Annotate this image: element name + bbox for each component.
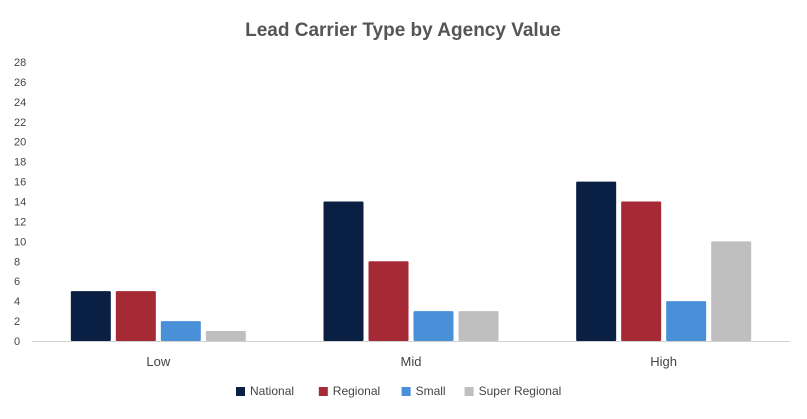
legend-swatch [318,387,328,396]
category-label: Mid [401,354,422,369]
y-tick-label: 28 [14,57,26,69]
bar-super-regional-low [205,331,246,341]
category-labels: Low Mid High [146,354,677,369]
y-tick-label: 12 [14,216,26,228]
y-tick-label: 10 [14,236,26,248]
y-tick-label: 18 [14,157,26,169]
legend-label: National [250,384,294,398]
bar-regional-mid [368,261,409,341]
legend: National Regional Small Super Regional [236,384,561,398]
bar-national-low [70,291,111,341]
bar-small-mid [413,311,454,341]
y-tick-label: 0 [14,336,20,348]
legend-label: Super Regional [479,384,562,398]
bar-small-low [160,321,201,341]
legend-swatch [464,387,474,396]
bar-small-high [666,301,707,341]
y-tick-label: 6 [14,276,20,288]
bars-group [70,181,752,341]
y-tick-label: 14 [14,197,26,209]
y-tick-label: 8 [14,256,20,268]
y-tick-label: 24 [14,97,26,109]
legend-swatch [401,387,411,396]
bar-regional-low [115,291,156,341]
y-tick-label: 2 [14,316,20,328]
bar-regional-high [621,201,662,341]
bar-national-mid [323,201,364,341]
bar-super-regional-high [711,241,752,341]
legend-label: Small [416,384,446,398]
legend-swatch [236,387,245,396]
category-label: High [650,354,677,369]
bar-super-regional-mid [458,311,499,341]
y-tick-label: 4 [14,296,20,308]
bar-national-high [576,181,617,341]
y-tick-label: 20 [14,137,26,149]
y-tick-label: 16 [14,177,26,189]
y-tick-label: 26 [14,77,26,89]
chart-title: Lead Carrier Type by Agency Value [245,20,561,41]
legend-label: Regional [333,384,380,398]
category-label: Low [146,354,170,369]
y-tick-label: 22 [14,117,26,129]
